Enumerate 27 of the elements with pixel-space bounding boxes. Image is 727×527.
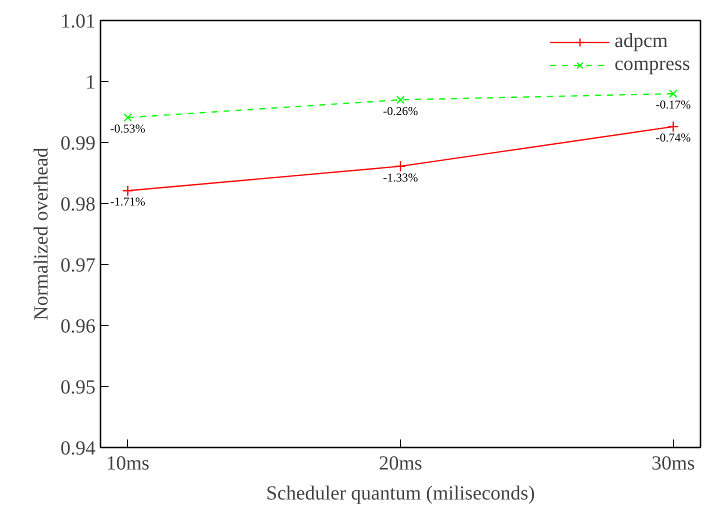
point (394, 160, 406, 172)
y-tick-label: 0.98 (60, 194, 96, 216)
y-tick-label: 0.96 (60, 316, 96, 338)
legend-label: compress (614, 53, 690, 76)
x-axis-title: Scheduler quantum (miliseconds) (266, 482, 535, 504)
y-tick-label: 0.97 (60, 254, 96, 276)
annotation: -1.33% (383, 170, 418, 184)
annotation: -0.74% (656, 130, 691, 145)
y-tick-label: 1.01 (60, 10, 96, 32)
y-tick-label: 0.99 (60, 132, 96, 154)
point (122, 185, 134, 196)
y-tick-label: 0.95 (60, 376, 96, 398)
x-tick-label: 20ms (378, 452, 422, 474)
x-tick-label: 30ms (652, 452, 696, 474)
point (668, 120, 679, 132)
annotation: -1.71% (110, 194, 146, 209)
annotation: -0.53% (110, 121, 146, 136)
legend-label: adpcm (614, 30, 668, 53)
point (396, 96, 405, 104)
annotation: -0.26% (383, 104, 418, 118)
point (669, 90, 678, 98)
y-axis-title: Normalized overhead (30, 148, 52, 320)
y-tick-label: 0.94 (60, 438, 96, 460)
x-tick-label: 10ms (106, 452, 150, 474)
point (124, 113, 132, 122)
y-tick-label: 1 (86, 72, 96, 94)
annotation: -0.17% (656, 98, 691, 112)
